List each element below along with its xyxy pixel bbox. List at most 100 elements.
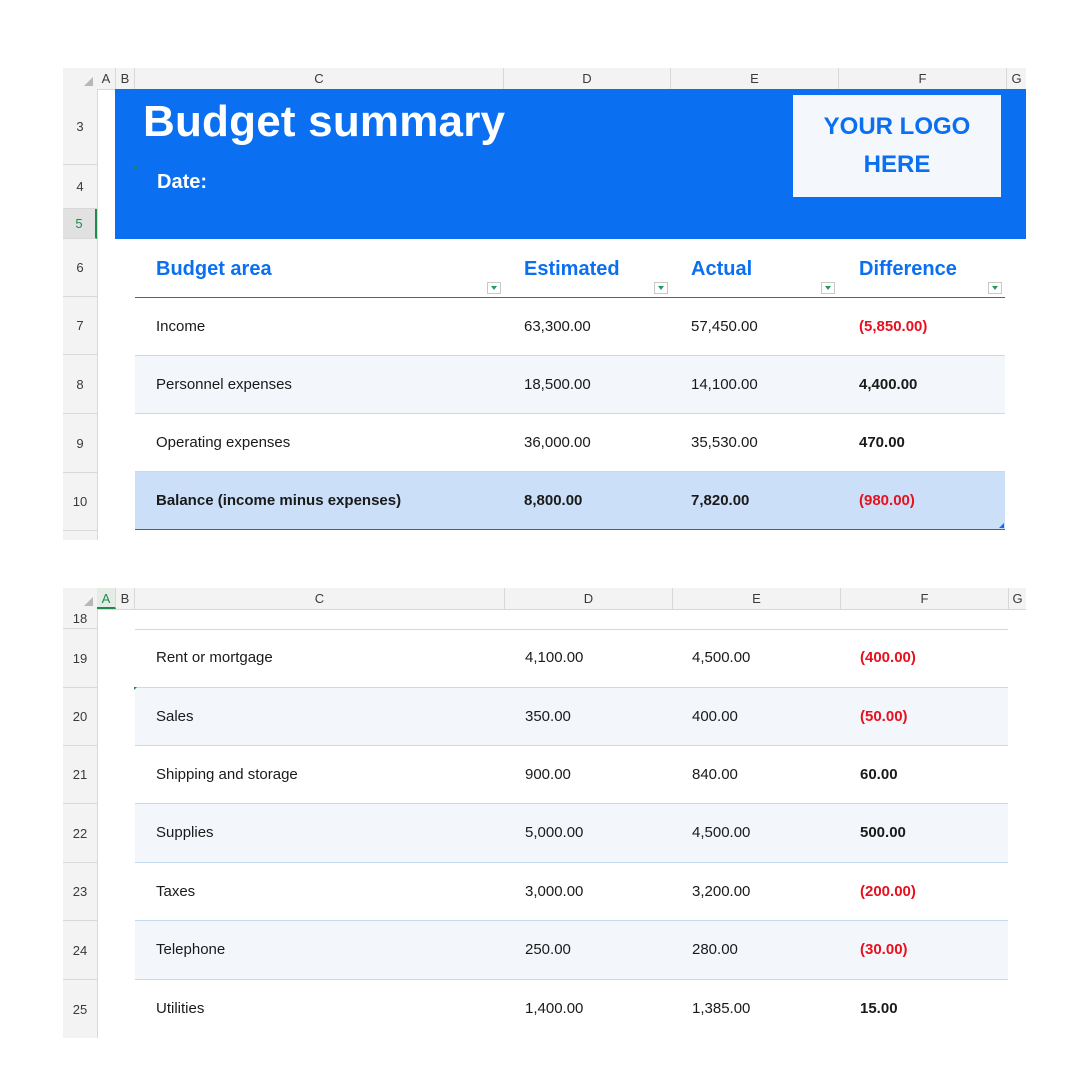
cell-actual[interactable]: 1,385.00 xyxy=(692,1000,751,1017)
cell-difference[interactable]: 470.00 xyxy=(859,434,905,451)
balance-row[interactable]: Balance (income minus expenses) 8,800.00… xyxy=(135,472,1005,530)
row-header[interactable]: 21 xyxy=(63,746,97,804)
cell-actual[interactable]: 57,450.00 xyxy=(691,318,758,335)
row-header[interactable]: 18 xyxy=(63,609,97,629)
column-header-a[interactable]: A xyxy=(97,68,116,89)
cell-actual[interactable]: 3,200.00 xyxy=(692,883,751,900)
row-header[interactable]: 23 xyxy=(63,863,97,921)
column-header-c[interactable]: C xyxy=(135,68,504,89)
cell-area[interactable]: Sales xyxy=(156,708,194,725)
row-header[interactable]: 4 xyxy=(63,165,97,209)
cell-difference[interactable]: (30.00) xyxy=(860,941,908,958)
cell-estimated[interactable]: 3,000.00 xyxy=(525,883,584,900)
cell-difference[interactable]: (5,850.00) xyxy=(859,318,928,335)
cell-area[interactable]: Supplies xyxy=(156,824,214,841)
header-difference[interactable]: Difference xyxy=(859,258,957,280)
row-header[interactable]: 10 xyxy=(63,473,97,531)
cell-estimated[interactable]: 18,500.00 xyxy=(524,376,591,393)
cell-area[interactable]: Operating expenses xyxy=(156,434,291,451)
cell-area[interactable]: Utilities xyxy=(156,1000,205,1017)
logo-placeholder[interactable]: YOUR LOGO HERE xyxy=(793,95,1001,197)
cell-estimated[interactable]: 350.00 xyxy=(525,708,571,725)
row-header[interactable]: 24 xyxy=(63,921,97,980)
table-row[interactable]: Supplies 5,000.00 4,500.00 500.00 xyxy=(135,804,1008,863)
cell-difference[interactable]: (200.00) xyxy=(860,883,916,900)
column-header-f[interactable]: F xyxy=(841,588,1009,609)
cell-difference[interactable]: 60.00 xyxy=(860,766,898,783)
row-header[interactable]: 25 xyxy=(72,1001,88,1017)
cell-estimated[interactable]: 900.00 xyxy=(525,766,571,783)
cell-actual[interactable]: 4,500.00 xyxy=(692,824,751,841)
cell-difference[interactable]: 4,400.00 xyxy=(859,376,918,393)
cell-actual[interactable]: 7,820.00 xyxy=(691,492,750,509)
cell-area[interactable]: Income xyxy=(156,318,206,335)
table-row[interactable]: Operating expenses 36,000.00 35,530.00 4… xyxy=(135,414,1005,472)
table-row[interactable]: Shipping and storage 900.00 840.00 60.00 xyxy=(135,746,1008,804)
table-row[interactable]: Personnel expenses 18,500.00 14,100.00 4… xyxy=(135,356,1005,414)
cell-estimated[interactable]: 8,800.00 xyxy=(524,492,583,509)
cell-estimated[interactable]: 36,000.00 xyxy=(524,434,591,451)
cell-actual[interactable]: 280.00 xyxy=(692,941,738,958)
title-banner: Budget summary Date: YOUR LOGO HERE xyxy=(115,89,1026,239)
row-header[interactable]: 22 xyxy=(63,804,97,863)
cell-difference[interactable]: 500.00 xyxy=(860,824,906,841)
cell-area[interactable]: Balance (income minus expenses) xyxy=(156,492,402,509)
date-label[interactable]: Date: xyxy=(157,171,208,193)
column-header-d[interactable]: D xyxy=(505,588,673,609)
cell-estimated[interactable]: 63,300.00 xyxy=(524,318,591,335)
select-all-corner-icon[interactable] xyxy=(63,68,97,89)
table-row[interactable]: Income 63,300.00 57,450.00 (5,850.00) xyxy=(135,298,1005,356)
table-resize-handle-icon[interactable] xyxy=(999,523,1004,528)
column-header-e[interactable]: E xyxy=(671,68,839,89)
row-header[interactable]: 3 xyxy=(63,89,97,165)
row-header-selected[interactable]: 5 xyxy=(63,209,97,239)
column-header-g[interactable]: G xyxy=(1011,71,1022,86)
cell-difference[interactable]: 15.00 xyxy=(860,1000,898,1017)
row-header[interactable]: 9 xyxy=(63,414,97,473)
cell-area[interactable]: Taxes xyxy=(156,883,196,900)
filter-dropdown-icon[interactable] xyxy=(821,282,835,294)
table-row[interactable]: Sales 350.00 400.00 (50.00) xyxy=(135,688,1008,746)
row-header[interactable]: 19 xyxy=(63,629,97,688)
cell-area[interactable]: Personnel expenses xyxy=(156,376,292,393)
cell-estimated[interactable]: 250.00 xyxy=(525,941,571,958)
header-estimated[interactable]: Estimated xyxy=(524,258,620,280)
cell-difference[interactable]: (400.00) xyxy=(860,649,916,666)
cell-difference[interactable]: (980.00) xyxy=(859,492,915,509)
column-header-b[interactable]: B xyxy=(116,588,135,609)
cell-estimated[interactable]: 1,400.00 xyxy=(525,1000,584,1017)
filter-dropdown-icon[interactable] xyxy=(988,282,1002,294)
table-row[interactable]: Taxes 3,000.00 3,200.00 (200.00) xyxy=(135,863,1008,921)
column-header-e[interactable]: E xyxy=(673,588,841,609)
row-header[interactable]: 6 xyxy=(63,239,97,297)
header-actual[interactable]: Actual xyxy=(691,258,753,280)
column-header-a-selected[interactable]: A xyxy=(97,588,116,609)
cell-area[interactable]: Shipping and storage xyxy=(156,766,298,783)
column-header-c[interactable]: C xyxy=(135,588,505,609)
select-all-corner-icon[interactable] xyxy=(63,588,97,609)
row-header[interactable]: 7 xyxy=(63,297,97,355)
cell-actual[interactable]: 840.00 xyxy=(692,766,738,783)
cell-estimated[interactable]: 5,000.00 xyxy=(525,824,584,841)
column-header-f[interactable]: F xyxy=(839,68,1007,89)
column-header-g[interactable]: G xyxy=(1012,591,1023,606)
column-header-d[interactable]: D xyxy=(504,68,671,89)
filter-dropdown-icon[interactable] xyxy=(654,282,668,294)
cell-area[interactable]: Telephone xyxy=(156,941,226,958)
column-header-b[interactable]: B xyxy=(116,68,135,89)
page-title[interactable]: Budget summary xyxy=(143,97,506,146)
cell-actual[interactable]: 400.00 xyxy=(692,708,738,725)
table-row[interactable]: Rent or mortgage 4,100.00 4,500.00 (400.… xyxy=(135,629,1008,688)
filter-dropdown-icon[interactable] xyxy=(487,282,501,294)
cell-actual[interactable]: 4,500.00 xyxy=(692,649,751,666)
cell-difference[interactable]: (50.00) xyxy=(860,708,908,725)
cell-actual[interactable]: 14,100.00 xyxy=(691,376,758,393)
cell-estimated[interactable]: 4,100.00 xyxy=(525,649,584,666)
table-row[interactable]: Telephone 250.00 280.00 (30.00) xyxy=(135,921,1008,980)
cell-area[interactable]: Rent or mortgage xyxy=(156,649,273,666)
table-row[interactable]: Utilities 1,400.00 1,385.00 15.00 xyxy=(135,980,1008,1038)
row-header[interactable]: 20 xyxy=(63,688,97,746)
header-budget-area[interactable]: Budget area xyxy=(156,258,272,280)
row-header[interactable]: 8 xyxy=(63,355,97,414)
cell-actual[interactable]: 35,530.00 xyxy=(691,434,758,451)
